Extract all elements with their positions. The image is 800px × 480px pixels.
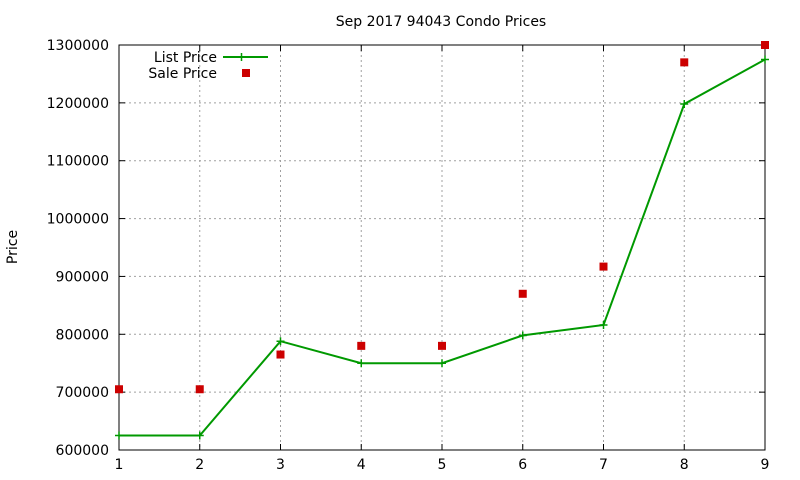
sale-price-point <box>195 385 204 394</box>
y-tick-label: 600000 <box>56 443 109 459</box>
list-price-point <box>680 100 689 109</box>
list-price-point <box>518 331 527 340</box>
list-price-point <box>357 359 366 368</box>
y-tick-label: 1200000 <box>47 96 109 112</box>
x-tick-label: 5 <box>438 457 447 473</box>
sale-price-point <box>518 289 527 298</box>
sale-price-point <box>599 262 608 271</box>
y-axis-label: Price <box>5 230 21 264</box>
y-tick-label: 1000000 <box>47 212 109 228</box>
sale-price-point <box>357 341 366 350</box>
list-price-point <box>438 359 446 368</box>
axis-ticks: 6000007000008000009000001000000110000012… <box>47 38 770 473</box>
x-tick-label: 6 <box>518 457 527 473</box>
list-price-point <box>115 431 123 440</box>
sale-price-point <box>438 341 446 350</box>
x-tick-label: 9 <box>761 457 770 473</box>
series-layer <box>115 41 769 440</box>
series-list-price <box>115 55 769 440</box>
chart-title: Sep 2017 94043 Condo Prices <box>336 14 546 30</box>
list-price-point <box>761 55 769 64</box>
y-tick-label: 700000 <box>56 385 109 401</box>
y-tick-label: 1100000 <box>47 154 109 170</box>
x-tick-label: 7 <box>599 457 608 473</box>
sale-price-point <box>680 58 689 67</box>
legend-label-sale-price: Sale Price <box>148 66 217 82</box>
list-price-point <box>599 321 608 330</box>
list-price-point <box>195 431 204 440</box>
x-tick-label: 8 <box>680 457 689 473</box>
x-tick-label: 1 <box>115 457 124 473</box>
legend-marker-list-price <box>237 53 246 61</box>
sale-price-point <box>761 41 769 49</box>
y-tick-label: 1300000 <box>47 38 109 54</box>
list-price-point <box>276 337 285 346</box>
x-tick-label: 4 <box>357 457 366 473</box>
x-tick-label: 2 <box>195 457 204 473</box>
series-sale-price <box>115 41 769 394</box>
y-tick-label: 900000 <box>56 269 109 285</box>
sale-price-point <box>115 385 123 394</box>
sale-price-point <box>276 350 285 359</box>
legend-label-list-price: List Price <box>154 50 217 66</box>
y-tick-label: 800000 <box>56 327 109 343</box>
grid <box>119 45 765 450</box>
x-tick-label: 3 <box>276 457 285 473</box>
legend-marker-sale-price <box>242 69 250 77</box>
